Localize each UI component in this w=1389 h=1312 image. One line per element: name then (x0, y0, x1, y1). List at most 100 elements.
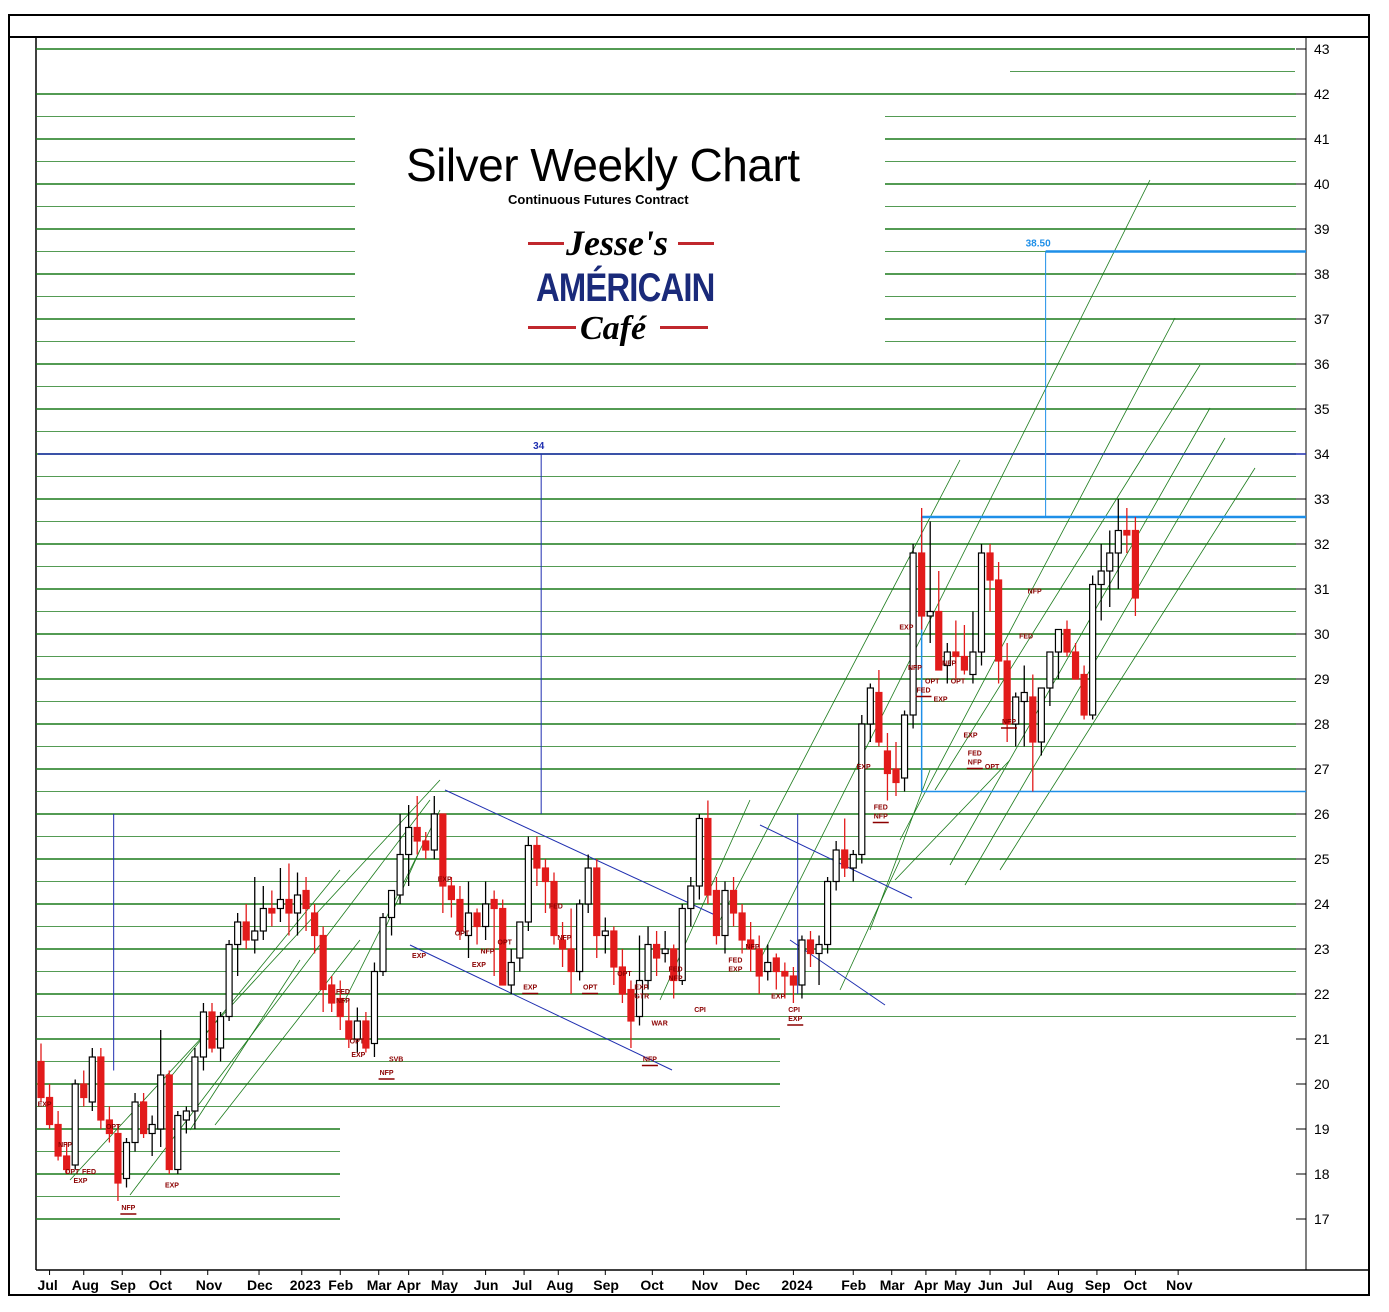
logo-stripe (528, 242, 564, 245)
gridlines (36, 48, 1296, 1220)
event-label: FED (968, 751, 982, 758)
candle-body (695, 817, 703, 887)
candle-body (610, 930, 618, 968)
candle-body (789, 975, 798, 986)
event-label: OPT (455, 931, 470, 938)
x-tick-label: Mar (367, 1277, 392, 1293)
x-tick-label: Dec (734, 1277, 760, 1293)
candle-body (670, 948, 678, 982)
candle-body (960, 655, 969, 671)
candle-body (772, 957, 780, 973)
y-tick-label: 27 (1314, 761, 1330, 777)
falling-channel-line (409, 944, 673, 1071)
cafe-logo: Jesse's AMÉRICAIN Café (528, 222, 718, 352)
x-tick-label: Nov (196, 1277, 223, 1293)
event-label: FED (669, 967, 683, 974)
candle-body (422, 840, 430, 851)
candle-body (849, 853, 857, 869)
y-tick-label: 42 (1314, 86, 1330, 102)
y-tick-label: 20 (1314, 1076, 1330, 1092)
candle-body (174, 1114, 182, 1171)
event-label: NFP (380, 1070, 394, 1077)
candle-body (225, 943, 233, 1018)
x-tick-label: Aug (72, 1277, 99, 1293)
candle-body (969, 651, 977, 676)
event-label: EXP (351, 1052, 365, 1059)
y-tick-label: 33 (1314, 491, 1330, 507)
candle-body (140, 1101, 148, 1135)
event-label: EXP (412, 953, 426, 960)
candle-body (1097, 570, 1105, 586)
y-tick-label: 17 (1314, 1211, 1330, 1227)
event-label: EXP (165, 1183, 179, 1190)
x-tick-label: Aug (1046, 1277, 1073, 1293)
candle-body (687, 885, 695, 910)
candle-body (584, 867, 592, 905)
x-tick-label: Jul (1012, 1277, 1032, 1293)
event-label: NFP (121, 1205, 135, 1212)
event-label: FED (1019, 634, 1033, 641)
channel-line (869, 769, 931, 931)
y-tick-label: 31 (1314, 581, 1330, 597)
chart-title: Silver Weekly Chart (406, 139, 800, 191)
event-label: OPT (498, 940, 513, 947)
candle-body (541, 867, 550, 883)
candle-body (251, 930, 259, 941)
logo-line-1: Jesse's (566, 223, 668, 263)
candle-body (276, 898, 284, 910)
event-label: NFP (746, 944, 760, 951)
candle-body (345, 1020, 353, 1040)
candle-body (353, 1020, 361, 1040)
candle-body (328, 984, 336, 1004)
candle-body (122, 1141, 131, 1180)
candle-body (242, 921, 250, 941)
candle-body (747, 939, 755, 950)
candle-body (259, 907, 267, 932)
candle-body (37, 1060, 45, 1099)
y-tick-label: 36 (1314, 356, 1330, 372)
candle-body (456, 898, 464, 932)
candle-body (524, 844, 532, 923)
channel-line (214, 939, 361, 1126)
candle-body (858, 723, 866, 856)
candle-body (293, 894, 302, 914)
candle-body (823, 880, 832, 946)
candle-body (952, 651, 960, 658)
candle-body (755, 948, 763, 977)
candle-body (678, 907, 686, 982)
event-label: EXP (438, 877, 452, 884)
event-label: EXP (73, 1178, 87, 1185)
chart-frame (8, 14, 1370, 1296)
candle-body (875, 691, 883, 743)
event-label: OPT (951, 679, 966, 686)
y-tick-label: 22 (1314, 986, 1330, 1002)
candle-body (1012, 696, 1020, 725)
channel-line (839, 859, 901, 991)
candle-body (729, 889, 738, 914)
event-label: NFP (669, 976, 683, 983)
candle-body (319, 934, 327, 991)
candle-body (721, 889, 729, 937)
candle-body (336, 997, 344, 1018)
falling-channel-line (444, 789, 716, 916)
candle-body (216, 1015, 225, 1049)
logo-line-2: AMÉRICAIN (536, 266, 715, 310)
candle-body (1020, 691, 1028, 703)
candle-body (370, 970, 379, 1045)
channel-line (934, 364, 1201, 791)
event-label: EXP (934, 697, 948, 704)
y-tick-label: 19 (1314, 1121, 1330, 1137)
candle-body (1123, 529, 1131, 536)
channel-line (719, 459, 961, 921)
y-tick-label: 40 (1314, 176, 1330, 192)
event-label: FED (917, 688, 931, 695)
event-label: FED (336, 989, 350, 996)
candle-body (439, 813, 447, 887)
candle-body (208, 1011, 216, 1049)
x-tick-label: Oct (640, 1277, 664, 1293)
candle-body (191, 1056, 199, 1112)
trend-channels (69, 179, 1256, 1196)
candle-body (943, 651, 951, 667)
x-tick-label: 2023 (290, 1277, 321, 1293)
candle-body (54, 1123, 62, 1157)
